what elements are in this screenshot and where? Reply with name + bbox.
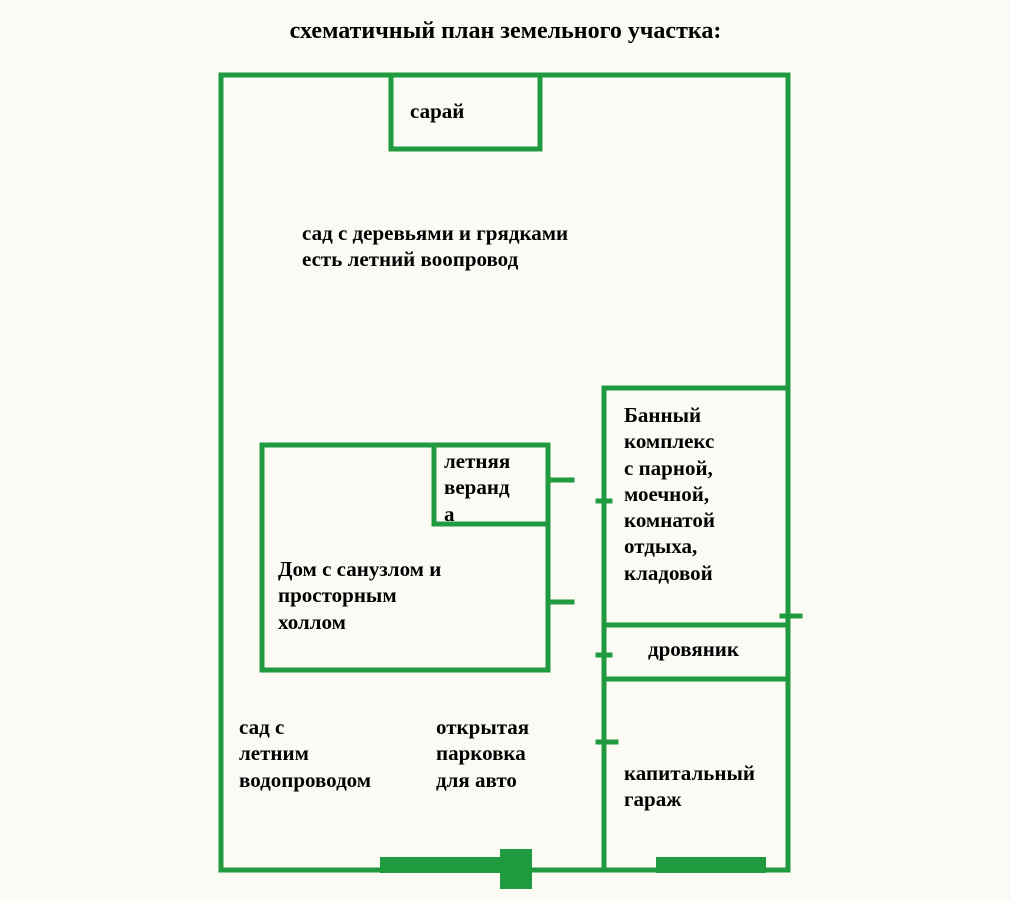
- label-garden-top: сад с деревьями и грядкамиесть летний во…: [302, 220, 662, 273]
- land-plot-plan: схематичный план земельного участка: сар…: [0, 0, 1011, 900]
- label-shed: сарай: [410, 98, 530, 124]
- label-garage: капитальныйгараж: [624, 760, 794, 813]
- label-garden-left: сад слетнимводопроводом: [239, 714, 419, 793]
- label-wood: дровяник: [648, 636, 798, 662]
- label-veranda: летняяверанда: [444, 448, 544, 527]
- label-bath: Банныйкомплексс парной,моечной,комнатойо…: [624, 402, 784, 586]
- label-parking: открытаяпарковкадля авто: [436, 714, 586, 793]
- label-house: Дом с санузлом ипросторнымхоллом: [278, 556, 518, 635]
